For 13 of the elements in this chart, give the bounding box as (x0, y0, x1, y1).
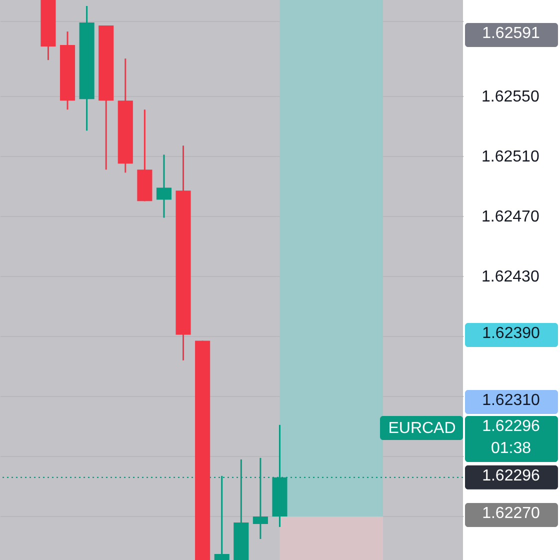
text: 1.62310 (482, 392, 540, 409)
ref-line-label: 1.62296 (482, 467, 540, 484)
text: 1.62591 (482, 25, 540, 42)
text: 1.62390 (482, 325, 540, 342)
text: EURCAD (388, 420, 456, 437)
text: 01:38 (490, 440, 532, 457)
text: 1.62296 (482, 418, 540, 435)
y-tick-label: 1.62430 (482, 268, 540, 286)
y-tick-label: 1.62470 (482, 208, 540, 226)
candlestick (156, 154, 172, 218)
text: 1.62270 (482, 505, 540, 522)
y-tick-label: 1.62550 (482, 88, 540, 106)
y-tick-label: 1.62510 (482, 148, 540, 166)
